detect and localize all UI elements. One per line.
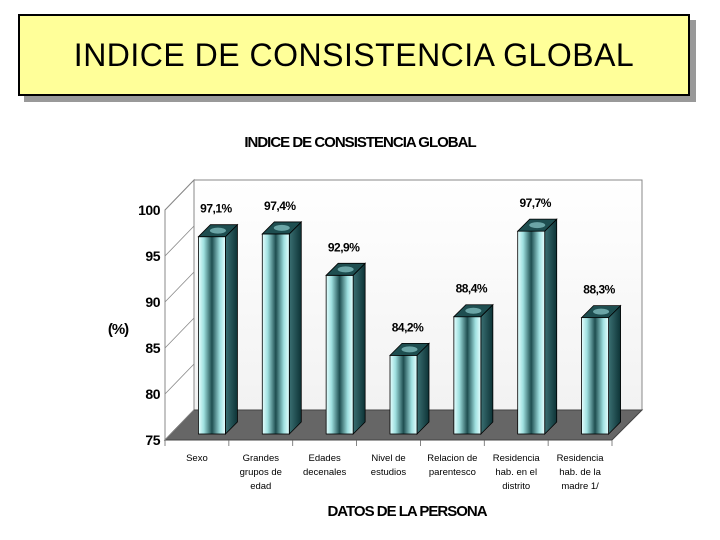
category-label: Edades decenales bbox=[303, 453, 347, 478]
category-label-line: hab. de la bbox=[559, 467, 601, 478]
side-wall bbox=[164, 178, 195, 442]
data-label: 88,4% bbox=[456, 282, 488, 296]
category-label-line: parentesco bbox=[429, 467, 476, 478]
data-label: 84,2% bbox=[392, 320, 424, 334]
category-label-line: grupos de bbox=[240, 467, 282, 478]
y-tick-line bbox=[164, 317, 195, 349]
y-tick-label: 85 bbox=[145, 340, 160, 356]
bar: 97,4% bbox=[261, 199, 303, 435]
bar-top-highlight bbox=[465, 307, 482, 314]
bar-side bbox=[288, 220, 302, 435]
y-axis: 75 80 85 90 95 100 bbox=[138, 179, 195, 448]
bar-side bbox=[225, 223, 238, 435]
data-label: 97,7% bbox=[519, 196, 551, 210]
bar-top-highlight bbox=[273, 224, 290, 231]
bar-front bbox=[261, 233, 290, 435]
bar: 92,9% bbox=[325, 240, 367, 435]
x-axis-categories: Sexo Grandes grupos de edad Edades decenales N… bbox=[164, 440, 613, 492]
title-banner: INDICE DE CONSISTENCIA GLOBAL bbox=[18, 14, 690, 96]
y-tick-line bbox=[164, 179, 195, 211]
bar: 97,7% bbox=[516, 196, 558, 435]
bar-front bbox=[325, 274, 354, 435]
bar: 84,2% bbox=[389, 320, 430, 435]
category-label-line: Grandes bbox=[243, 453, 280, 464]
category-label: Residencia hab. de la madre 1/ bbox=[557, 453, 605, 492]
category-label-line: edad bbox=[250, 481, 271, 492]
y-axis-label: (%) bbox=[108, 321, 129, 338]
bar-side bbox=[608, 304, 621, 435]
bar-top-highlight bbox=[529, 222, 546, 229]
x-axis-label: DATOS DE LA PERSONA bbox=[327, 503, 487, 520]
category-label: Nivel de estudios bbox=[371, 453, 407, 478]
bars-group: 97,1% 97,4% 92,9% 84,2% 88,4% 97,7% 88,3% bbox=[197, 196, 622, 435]
bar-front bbox=[517, 230, 546, 435]
banner-title: INDICE DE CONSISTENCIA GLOBAL bbox=[73, 36, 635, 73]
category-label-line: distrito bbox=[502, 481, 530, 492]
category-label-line: Residencia bbox=[493, 453, 541, 464]
bar-top-highlight bbox=[593, 308, 610, 315]
y-tick-label: 95 bbox=[145, 248, 160, 264]
data-label: 88,3% bbox=[583, 283, 615, 297]
data-label: 97,1% bbox=[200, 202, 232, 216]
data-label: 97,4% bbox=[264, 199, 296, 213]
category-label: Grandes grupos de edad bbox=[240, 453, 282, 492]
bar-side bbox=[416, 342, 430, 435]
category-label-line: decenales bbox=[303, 467, 347, 478]
category-label-line: madre 1/ bbox=[561, 481, 599, 492]
bar: 97,1% bbox=[197, 202, 239, 435]
data-label: 92,9% bbox=[328, 240, 360, 254]
bar-front bbox=[389, 354, 418, 435]
bar-front bbox=[198, 236, 226, 435]
category-label: Residencia hab. en el distrito bbox=[493, 453, 541, 492]
y-tick-line bbox=[164, 363, 195, 395]
y-tick-label: 90 bbox=[145, 294, 160, 310]
bar-side bbox=[352, 262, 366, 435]
category-label-line: Nivel de bbox=[371, 453, 405, 464]
y-tick-line bbox=[164, 271, 195, 303]
chart-title: INDICE DE CONSISTENCIA GLOBAL bbox=[244, 134, 476, 151]
category-label-line: Sexo bbox=[186, 453, 208, 464]
category-label: Sexo bbox=[186, 453, 208, 464]
bar-side bbox=[544, 218, 558, 435]
y-tick-line bbox=[164, 409, 195, 441]
bar: 88,3% bbox=[580, 283, 622, 435]
y-tick-label: 75 bbox=[145, 432, 160, 448]
bar-top-highlight bbox=[337, 266, 354, 273]
y-tick-label: 100 bbox=[138, 202, 161, 218]
category-label: Relacion de parentesco bbox=[427, 453, 477, 478]
bar-side bbox=[480, 303, 494, 435]
bar-front bbox=[581, 317, 609, 435]
bar: 88,4% bbox=[452, 282, 494, 435]
category-label-line: Residencia bbox=[557, 453, 605, 464]
y-tick-line bbox=[164, 225, 195, 257]
category-label-line: hab. en el bbox=[495, 467, 537, 478]
category-label-line: Relacion de bbox=[427, 453, 477, 464]
bar-front bbox=[453, 316, 482, 435]
category-label-line: estudios bbox=[371, 467, 407, 478]
bar-top-highlight bbox=[401, 346, 418, 353]
y-tick-label: 80 bbox=[145, 386, 160, 402]
bar-top-highlight bbox=[209, 227, 226, 234]
category-label-line: Edades bbox=[309, 453, 341, 464]
